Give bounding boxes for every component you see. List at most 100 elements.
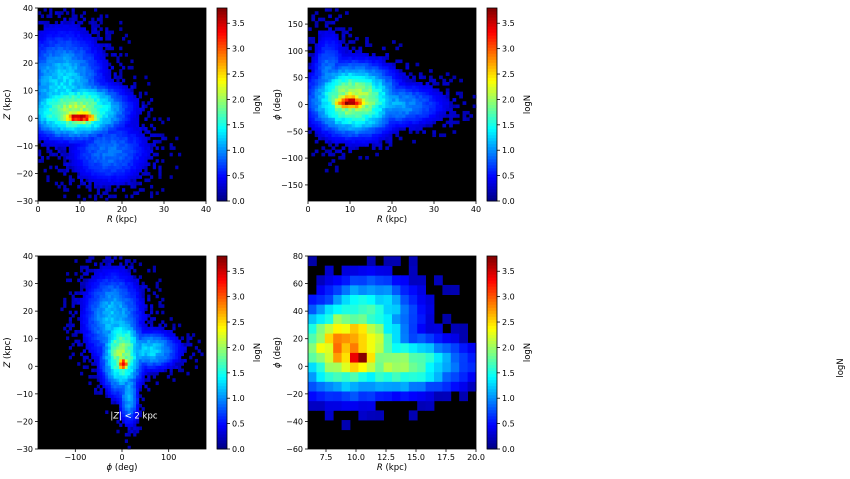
heatmap-cell [324,8,329,12]
heatmap-cell [108,85,112,89]
heatmap-cell [96,133,100,138]
heatmap-cell [113,159,117,163]
heatmap-cell [122,336,126,341]
heatmap-cell [80,62,84,67]
heatmap-cell [110,381,114,386]
colorbar-tick-label: 3.5 [232,267,245,276]
colorbar-segment [217,179,227,184]
heatmap-cell [124,143,128,147]
colorbar-segment [487,337,497,341]
heatmap-cell [71,168,75,173]
heatmap-cell [392,342,401,353]
heatmap-cell [371,65,376,70]
heatmap-cell [434,352,443,363]
heatmap-cell [398,69,403,73]
heatmap-cell [80,159,84,163]
heatmap-cell [344,43,349,47]
heatmap-cell [378,85,383,89]
heatmap-cell [180,368,184,373]
heatmap-cell [77,149,81,154]
heatmap-cell [194,346,198,350]
heatmap-cell [318,62,322,67]
heatmap-cell [361,72,366,76]
heatmap-cell [147,339,151,344]
heatmap-cell [321,152,326,157]
heatmap-cell [375,139,379,144]
heatmap-cell [321,53,326,57]
heatmap-cell [130,184,134,189]
heatmap-cell [124,375,128,379]
heatmap-cell [71,104,75,109]
heatmap-cell [324,33,329,38]
heatmap-cell [133,313,137,318]
heatmap-cell [155,281,159,286]
heatmap-cell [398,88,403,93]
heatmap-cell [102,75,106,80]
heatmap-cell [43,33,47,38]
heatmap-cell [80,91,84,96]
heatmap-cell [52,114,56,118]
colorbar-segment [217,442,227,447]
heatmap-cell [417,333,426,344]
heatmap-cell [108,188,112,192]
heatmap-cell [316,362,326,373]
heatmap-cell [405,94,410,99]
heatmap-cell [94,101,98,105]
heatmap-cell [392,127,396,131]
heatmap-cell [318,56,322,60]
heatmap-cell [133,107,137,112]
y-tick-label: 60 [293,280,303,289]
heatmap-cell [412,114,416,118]
heatmap-cell [99,120,103,125]
heatmap-cell [432,81,437,86]
heatmap-cell [96,342,100,347]
heatmap-cell [122,365,126,369]
heatmap-cell [348,85,353,89]
heatmap-cell [169,339,173,344]
heatmap-cell [455,91,460,96]
heatmap-cell [324,88,329,93]
heatmap-cell [155,381,159,386]
heatmap-cell [119,133,123,138]
heatmap-cell [119,413,123,418]
heatmap-cell [311,40,316,44]
heatmap-cell [178,152,182,157]
heatmap-cell [158,304,162,308]
heatmap-cell [150,333,154,337]
heatmap-cell [113,310,117,315]
heatmap-cell [133,387,137,392]
heatmap-cell [425,91,430,96]
heatmap-cell [52,152,56,157]
heatmap-cell [365,104,369,109]
heatmap-cell [361,81,366,86]
heatmap-cell [99,123,103,128]
heatmap-cell [324,72,329,76]
heatmap-cell [138,304,142,308]
heatmap-cell [194,358,198,363]
heatmap-cell [85,265,89,270]
heatmap-cell [110,146,114,150]
heatmap-cell [152,291,156,295]
heatmap-cell [358,91,363,96]
heatmap-cell [445,101,450,105]
heatmap-cell [96,378,100,382]
colorbar-segment [487,364,497,369]
label-part: Z [3,114,13,121]
heatmap-cell [138,394,142,398]
heatmap-cell [161,336,165,341]
heatmap-cell [105,284,109,289]
heatmap-cell [127,162,131,167]
heatmap-cell [108,349,112,353]
heatmap-cell [94,40,98,44]
heatmap-cell [358,381,368,392]
heatmap-cell [60,59,64,64]
heatmap-cell [77,136,81,141]
heatmap-cell [119,313,123,318]
heatmap-cell [52,104,56,109]
heatmap-cell [46,56,50,60]
heatmap-cell [418,72,423,76]
heatmap-cell [66,139,70,144]
y-tick-label: −40 [286,417,303,426]
heatmap-cell [155,329,159,334]
heatmap-cell [408,342,418,353]
